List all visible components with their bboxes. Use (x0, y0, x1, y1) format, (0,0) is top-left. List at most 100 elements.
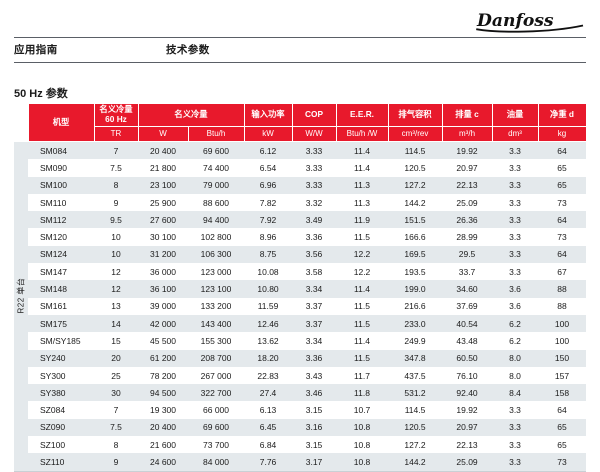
cell-flow: 60.50 (442, 349, 493, 367)
cell-cop: 3.56 (292, 245, 337, 264)
cell-tr: 20 (94, 349, 138, 367)
table-row[interactable]: SZ100 8 21 600 73 700 6.84 3.15 10.8 127.2 22.13… (14, 436, 587, 454)
cell-btuh: 123 100 (188, 280, 245, 298)
cell-cop: 3.17 (292, 453, 337, 471)
cell-model: SM148 (28, 280, 94, 298)
table-row[interactable]: SM147 12 36 000 123 000 10.08 3.58 12.2 193.5 33… (14, 263, 587, 281)
table-row[interactable]: SM148 12 36 100 123 100 10.80 3.34 11.4 199.0 34… (14, 280, 587, 298)
cell-kw: 6.45 (244, 418, 293, 437)
cell-oil: 3.3 (492, 228, 539, 246)
cell-flow: 29.5 (442, 245, 493, 264)
cell-oil: 3.3 (492, 418, 539, 437)
cell-tr: 30 (94, 384, 138, 402)
cell-flow: 37.69 (442, 297, 493, 315)
col-header-cop: COP (291, 103, 337, 127)
table-row[interactable]: SM120 10 30 100 102 800 8.96 3.36 11.5 166.6 28.… (14, 228, 587, 246)
table-row[interactable]: SM090 7.5 21 800 74 400 6.54 3.33 11.4 120.5 20.… (14, 159, 587, 177)
cell-displacement: 193.5 (388, 263, 443, 281)
table-row[interactable]: SM124 10 31 200 106 300 8.75 3.56 12.2 169.5 29.… (14, 245, 587, 264)
table-row[interactable]: SM100 8 23 100 79 000 6.96 3.33 11.3 127.2 22.13… (14, 176, 587, 194)
cell-kw: 13.62 (244, 332, 293, 350)
col-header-net-weight: 净重 d (537, 103, 587, 127)
table-row[interactable]: SM161 13 39 000 133 200 11.59 3.37 11.5 216.6 37… (14, 297, 587, 315)
cell-net-weight: 65 (538, 436, 587, 454)
cell-model: SM084 (28, 141, 94, 160)
cell-btuh: 69 600 (188, 141, 245, 160)
cell-tr: 7.5 (94, 418, 138, 437)
cell-flow: 25.09 (442, 453, 493, 471)
cell-flow: 28.99 (442, 228, 493, 246)
cell-displacement: 120.5 (388, 418, 443, 437)
cell-cop: 3.37 (292, 297, 337, 315)
cell-net-weight: 73 (538, 453, 587, 471)
col-header-displacement-volume: 排气容积 (387, 103, 443, 127)
cell-model: SY380 (28, 384, 94, 402)
cell-cop: 3.43 (292, 366, 337, 385)
col-header-input-power: 输入功率 (243, 103, 293, 127)
cell-net-weight: 157 (538, 366, 587, 385)
cell-model: SY240 (28, 349, 94, 367)
cell-kw: 10.80 (244, 280, 293, 298)
cell-kw: 12.46 (244, 314, 293, 333)
cell-oil: 8.0 (492, 349, 539, 367)
running-head-middle: 技术参数 (166, 44, 210, 56)
cell-btuh: 73 700 (188, 436, 245, 454)
cell-net-weight: 158 (538, 384, 587, 402)
table-row[interactable]: SY240 20 61 200 208 700 18.20 3.36 11.5 347.8 60… (14, 349, 587, 367)
cell-displacement: 347.8 (388, 349, 443, 367)
table-row[interactable]: SM/SY185 15 45 500 155 300 13.62 3.34 11.4 249.… (14, 332, 587, 350)
cell-eer: 11.5 (336, 349, 389, 367)
table-row[interactable]: SM175 14 42 000 143 400 12.46 3.37 11.5 233.0 40… (14, 314, 587, 333)
cell-displacement: 127.2 (388, 436, 443, 454)
cell-btuh: 322 700 (188, 384, 245, 402)
cell-btuh: 94 400 (188, 211, 245, 229)
running-head-left: 应用指南 (14, 44, 58, 56)
cell-cop: 3.16 (292, 418, 337, 437)
cell-w: 27 600 (138, 211, 188, 229)
cell-kw: 7.76 (244, 453, 293, 471)
cell-net-weight: 88 (538, 297, 587, 315)
cell-oil: 3.3 (492, 453, 539, 471)
cell-net-weight: 64 (538, 245, 587, 264)
table-row[interactable]: SY300 25 78 200 267 000 22.83 3.43 11.7 437.5 76… (14, 366, 587, 385)
spec-table: 机型 名义冷量 60 Hz 名义冷量 输入功率 COP E.E.R. 排气容积 … (14, 103, 587, 471)
cell-oil: 6.2 (492, 314, 539, 333)
table-row[interactable]: SM112 9.5 27 600 94 400 7.92 3.49 11.9 151.5 26.… (14, 211, 587, 229)
cell-net-weight: 64 (538, 141, 587, 160)
table-row[interactable]: SY380 30 94 500 322 700 27.4 3.46 11.8 531.2 92.… (14, 384, 587, 402)
cell-tr: 14 (94, 314, 138, 333)
cell-tr: 9 (94, 193, 138, 212)
cell-kw: 7.92 (244, 211, 293, 229)
table-row[interactable]: SZ110 9 24 600 84 000 7.76 3.17 10.8 144.2 25.09… (14, 453, 587, 471)
cell-eer: 10.8 (336, 418, 389, 437)
cell-tr: 7.5 (94, 159, 138, 177)
table-row[interactable]: R22 单台 SM084 7 20 400 69 600 6.12 3.33 11.4 114.… (14, 141, 587, 471)
cell-oil: 3.3 (492, 401, 539, 419)
cell-oil: 3.3 (492, 263, 539, 281)
cell-displacement: 437.5 (388, 366, 443, 385)
cell-w: 20 400 (138, 418, 188, 437)
cell-cop: 3.36 (292, 228, 337, 246)
cell-w: 39 000 (138, 297, 188, 315)
unit-header-dm3: dm³ (491, 126, 539, 142)
cell-btuh: 66 000 (188, 401, 245, 419)
cell-tr: 9 (94, 453, 138, 471)
table-row[interactable]: SZ090 7.5 20 400 69 600 6.45 3.16 10.8 120.5 20.… (14, 418, 587, 437)
table-row[interactable]: SM110 9 25 900 88 600 7.82 3.32 11.3 144.2 25.09… (14, 193, 587, 212)
cell-cop: 3.46 (292, 384, 337, 402)
cell-model: SM112 (28, 211, 94, 229)
cell-kw: 6.54 (244, 159, 293, 177)
cell-net-weight: 65 (538, 418, 587, 437)
cell-kw: 18.20 (244, 349, 293, 367)
cell-net-weight: 88 (538, 280, 587, 298)
cell-tr: 8 (94, 436, 138, 454)
table-bottom-rule (14, 470, 586, 472)
unit-header-m3h: m³/h (441, 126, 493, 142)
cell-w: 36 000 (138, 263, 188, 281)
unit-header-kg: kg (537, 126, 587, 142)
cell-oil: 3.6 (492, 297, 539, 315)
cell-tr: 9.5 (94, 211, 138, 229)
table-row[interactable]: SZ084 7 19 300 66 000 6.13 3.15 10.7 114.5 19.92… (14, 401, 587, 419)
col-header-flow: 排量 c (441, 103, 493, 127)
cell-w: 31 200 (138, 245, 188, 264)
